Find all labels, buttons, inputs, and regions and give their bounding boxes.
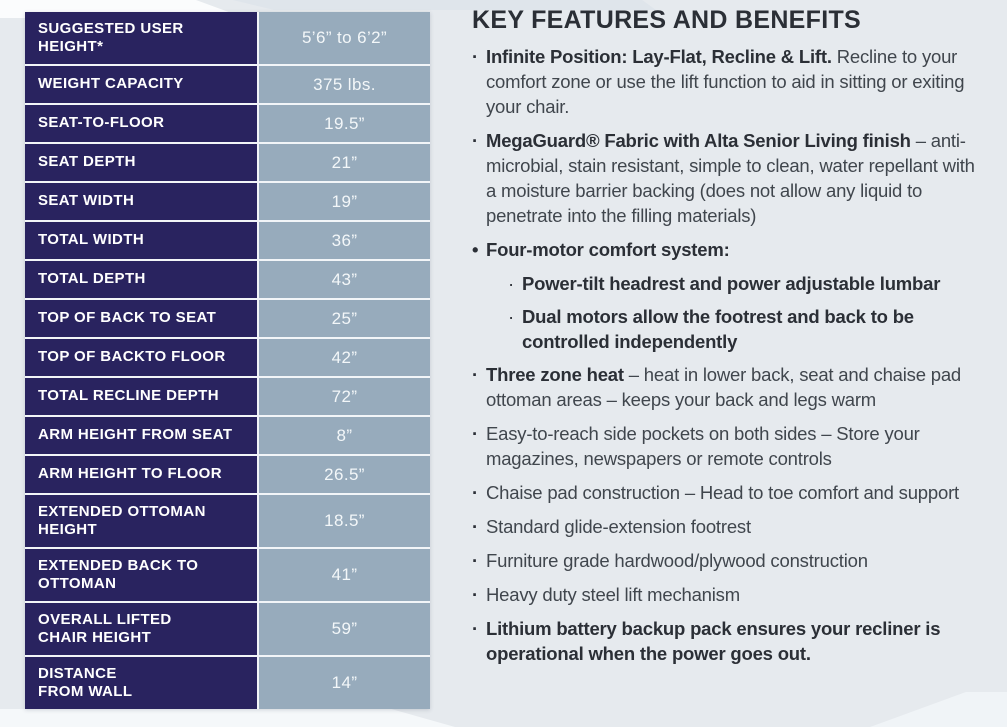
key-features-section: KEY FEATURES AND BENEFITS · Infinite Posi… bbox=[472, 6, 977, 675]
angled-background-band-top bbox=[232, 0, 656, 10]
bullet-icon: · bbox=[472, 618, 478, 639]
bullet-icon: • bbox=[472, 239, 479, 260]
spec-value: 21” bbox=[259, 144, 430, 181]
spec-label: ARM HEIGHT TO FLOOR bbox=[25, 456, 257, 493]
feature-text: Recline to your comfort zone or use the … bbox=[486, 46, 965, 117]
feature-subitem: · Dual motors allow the footrest and back… bbox=[508, 304, 963, 354]
spec-value: 42” bbox=[259, 339, 430, 376]
spec-value: 8” bbox=[259, 417, 430, 454]
feature-text: Chaise pad construction – Head to toe co… bbox=[486, 482, 959, 503]
spec-value: 19.5” bbox=[259, 105, 430, 142]
feature-bold-text: Lithium battery backup pack ensures your… bbox=[486, 618, 941, 664]
spec-value: 72” bbox=[259, 378, 430, 415]
bullet-icon: · bbox=[472, 516, 478, 537]
spec-label: EXTENDED OTTOMAN HEIGHT bbox=[25, 495, 257, 547]
feature-bold-text: Power-tilt headrest and power adjustable… bbox=[522, 273, 941, 294]
bullet-icon: · bbox=[472, 423, 478, 444]
spec-value: 36” bbox=[259, 222, 430, 259]
feature-item: · Standard glide-extension footrest bbox=[472, 514, 977, 539]
spec-label: TOTAL DEPTH bbox=[25, 261, 257, 298]
bullet-icon: · bbox=[472, 550, 478, 571]
spec-value: 59” bbox=[259, 603, 430, 655]
feature-bold-text: Four-motor comfort system: bbox=[486, 239, 730, 260]
feature-item: · Infinite Position: Lay-Flat, Recline & … bbox=[472, 44, 977, 119]
feature-item: · Furniture grade hardwood/plywood constr… bbox=[472, 548, 977, 573]
section-title: KEY FEATURES AND BENEFITS bbox=[472, 6, 862, 34]
spec-label: OVERALL LIFTED CHAIR HEIGHT bbox=[25, 603, 257, 655]
spec-label: EXTENDED BACK TO OTTOMAN bbox=[25, 549, 257, 601]
spec-value: 26.5” bbox=[259, 456, 430, 493]
feature-text: – heat in lower back, seat and chaise pa… bbox=[486, 364, 962, 410]
spec-label: SEAT DEPTH bbox=[25, 144, 257, 181]
bullet-icon: · bbox=[472, 482, 478, 503]
spec-label: SEAT WIDTH bbox=[25, 183, 257, 220]
spec-label: SUGGESTED USER HEIGHT* bbox=[25, 12, 257, 64]
feature-bold-text: Infinite Position: Lay-Flat, Recline & L… bbox=[486, 46, 832, 67]
bullet-icon: · bbox=[472, 364, 478, 385]
spec-label: WEIGHT CAPACITY bbox=[25, 66, 257, 103]
bullet-icon: · bbox=[508, 306, 514, 327]
angled-background-sliver-bottom-right bbox=[870, 692, 1007, 727]
feature-item: · Lithium battery backup pack ensures you… bbox=[472, 616, 977, 666]
spec-value: 41” bbox=[259, 549, 430, 601]
feature-bold-text: MegaGuard® Fabric with Alta Senior Livin… bbox=[486, 130, 911, 151]
feature-item: · MegaGuard® Fabric with Alta Senior Livi… bbox=[472, 128, 977, 228]
spec-label: TOTAL RECLINE DEPTH bbox=[25, 378, 257, 415]
feature-text: – anti-microbial, stain resistant, simpl… bbox=[486, 130, 975, 226]
feature-item: · Chaise pad construction – Head to toe c… bbox=[472, 480, 977, 505]
feature-subitem: · Power-tilt headrest and power adjustabl… bbox=[508, 271, 963, 296]
spec-label: TOP OF BACK TO SEAT bbox=[25, 300, 257, 337]
spec-label: TOP OF BACKTO FLOOR bbox=[25, 339, 257, 376]
spec-value: 18.5” bbox=[259, 495, 430, 547]
spec-value: 19” bbox=[259, 183, 430, 220]
spec-label: ARM HEIGHT FROM SEAT bbox=[25, 417, 257, 454]
feature-list: · Infinite Position: Lay-Flat, Recline & … bbox=[472, 44, 977, 666]
feature-item: • Four-motor comfort system: bbox=[472, 237, 977, 262]
feature-text: Easy-to-reach side pockets on both sides… bbox=[486, 423, 920, 469]
bullet-icon: · bbox=[508, 273, 514, 294]
bullet-icon: · bbox=[472, 584, 478, 605]
feature-bold-text: Dual motors allow the footrest and back … bbox=[522, 306, 914, 352]
feature-text: Furniture grade hardwood/plywood constru… bbox=[486, 550, 868, 571]
feature-bold-text: Three zone heat bbox=[486, 364, 624, 385]
spec-label: SEAT-TO-FLOOR bbox=[25, 105, 257, 142]
spec-value: 5’6” to 6’2” bbox=[259, 12, 430, 64]
specifications-table: SUGGESTED USER HEIGHT* 5’6” to 6’2” WEIG… bbox=[25, 12, 430, 709]
spec-value: 375 lbs. bbox=[259, 66, 430, 103]
spec-value: 25” bbox=[259, 300, 430, 337]
spec-value: 43” bbox=[259, 261, 430, 298]
bullet-icon: · bbox=[472, 46, 478, 67]
feature-text: Heavy duty steel lift mechanism bbox=[486, 584, 740, 605]
spec-label: TOTAL WIDTH bbox=[25, 222, 257, 259]
angled-background-sliver-bottom bbox=[0, 709, 455, 727]
feature-text: Standard glide-extension footrest bbox=[486, 516, 751, 537]
bullet-icon: · bbox=[472, 130, 478, 151]
feature-item: · Heavy duty steel lift mechanism bbox=[472, 582, 977, 607]
feature-item: · Easy-to-reach side pockets on both side… bbox=[472, 421, 977, 471]
spec-label: DISTANCE FROM WALL bbox=[25, 657, 257, 709]
feature-item: · Three zone heat – heat in lower back, s… bbox=[472, 362, 977, 412]
spec-value: 14” bbox=[259, 657, 430, 709]
